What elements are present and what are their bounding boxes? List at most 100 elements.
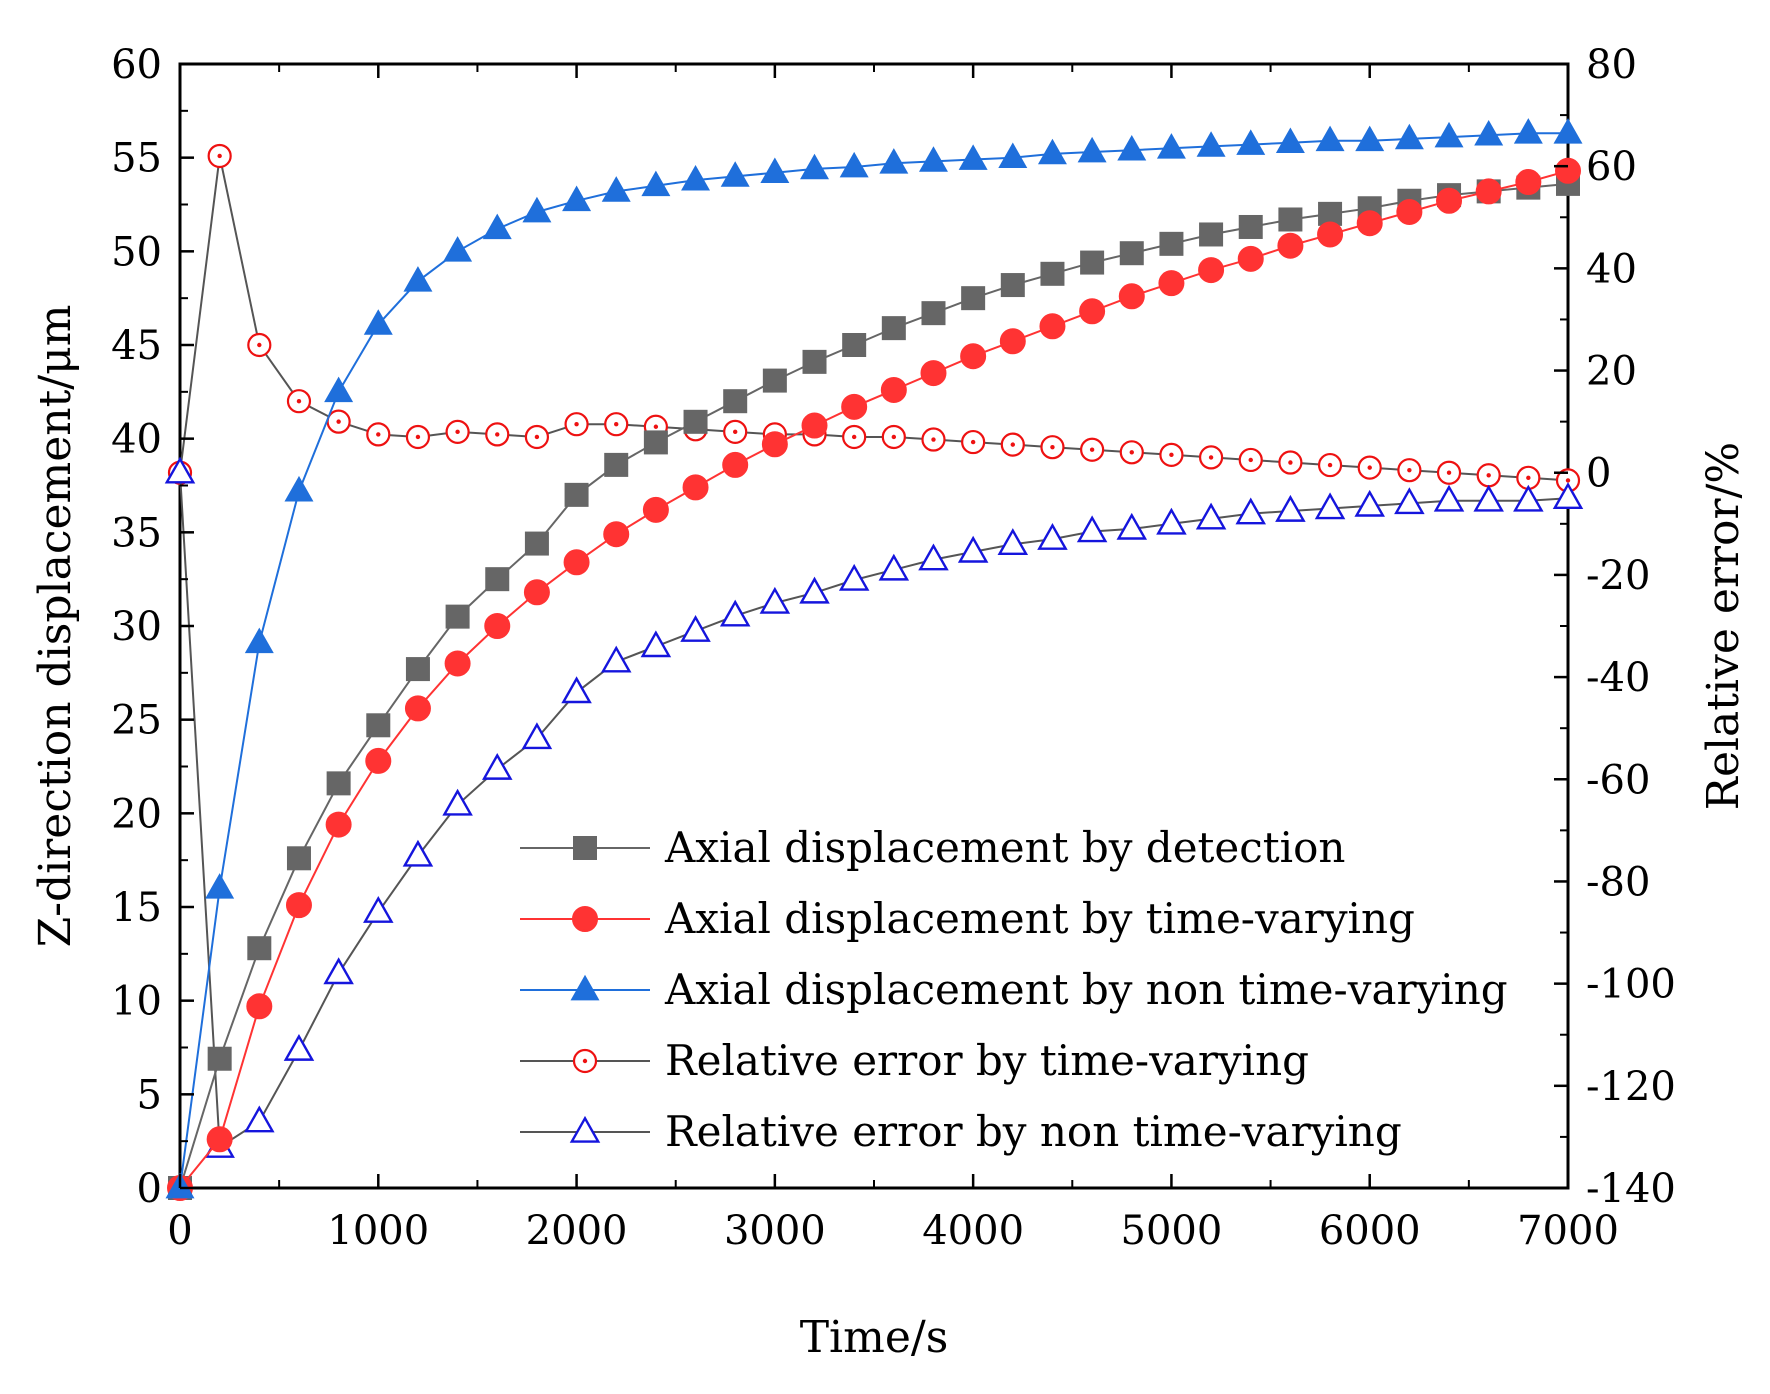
data-point — [802, 349, 827, 374]
data-point — [1275, 494, 1306, 522]
data-point — [402, 839, 434, 867]
x-tick-label: 6000 — [1319, 1208, 1421, 1254]
series-4 — [167, 143, 1581, 493]
data-point — [1235, 497, 1267, 525]
data-point — [878, 553, 910, 581]
plot-border — [178, 62, 1570, 1190]
y-tick-label: 35 — [111, 510, 162, 556]
data-point — [1237, 245, 1264, 272]
data-point — [207, 143, 232, 169]
data-point — [1000, 273, 1025, 298]
data-point — [1436, 460, 1462, 485]
data-point — [640, 630, 672, 658]
x-tick-label: 4000 — [922, 1208, 1024, 1254]
data-point — [879, 148, 909, 174]
data-point — [1040, 435, 1065, 460]
data-point — [1195, 502, 1227, 530]
x-axis-title: Time/s — [800, 1312, 949, 1363]
data-point — [759, 586, 791, 614]
data-point — [285, 892, 312, 919]
data-point — [1119, 440, 1144, 465]
data-point — [1156, 133, 1186, 159]
data-point — [723, 419, 748, 444]
x-tick-label: 3000 — [724, 1208, 826, 1254]
data-point — [523, 579, 550, 606]
data-point — [1278, 207, 1303, 232]
legend-marker — [573, 836, 597, 860]
legend-item: Relative error by non time-varying — [520, 1107, 1402, 1156]
data-point — [326, 409, 351, 434]
data-point — [1513, 484, 1544, 512]
data-point — [247, 936, 272, 961]
x-tick-label: 5000 — [1121, 1208, 1223, 1254]
data-point — [206, 1126, 233, 1153]
data-point — [682, 474, 709, 501]
data-point — [1317, 221, 1344, 248]
data-point — [762, 368, 787, 393]
data-point — [604, 452, 629, 477]
data-point — [366, 422, 391, 447]
data-point — [1278, 450, 1303, 475]
data-point — [1000, 432, 1025, 457]
data-point — [484, 613, 511, 639]
y-tick-label: 60 — [111, 42, 162, 88]
legend-label: Relative error by time-varying — [665, 1036, 1309, 1085]
data-point — [839, 151, 869, 178]
data-point — [244, 627, 274, 654]
data-point — [1315, 125, 1345, 152]
series-5 — [164, 456, 1584, 1158]
x-tick-label: 1000 — [327, 1208, 429, 1254]
data-point — [404, 695, 431, 722]
y-tick-label: 45 — [111, 323, 162, 369]
data-point — [326, 771, 351, 796]
y2-tick-label: 0 — [1586, 451, 1611, 497]
y-tick-label: 50 — [111, 229, 162, 275]
data-point — [680, 614, 711, 642]
plot-frame — [178, 62, 1570, 1190]
data-point — [363, 309, 393, 335]
y2-tick-label: -60 — [1586, 757, 1650, 803]
data-point — [524, 424, 550, 450]
data-point — [960, 343, 987, 370]
data-point — [1474, 119, 1504, 146]
data-point — [1238, 447, 1263, 473]
data-point — [284, 475, 314, 502]
data-point — [286, 389, 312, 414]
y2-tick-label: -40 — [1586, 655, 1650, 701]
data-point — [1552, 482, 1584, 510]
data-point — [841, 393, 868, 420]
y-axis-title: Z-direction displacement/μm — [30, 305, 81, 948]
data-point — [1277, 232, 1304, 259]
legend-label: Axial displacement by non time-varying — [664, 965, 1508, 1014]
data-point — [1080, 250, 1105, 275]
data-point — [761, 431, 788, 458]
data-point — [881, 316, 906, 341]
data-point — [643, 430, 668, 455]
axes: 0 1000 2000 3000 4000 5000 6000 7000 0 5 10 15 20 25 3… — [111, 42, 1676, 1254]
series-2 — [167, 157, 1581, 1201]
data-point — [683, 409, 708, 434]
data-point — [445, 419, 470, 444]
data-point — [958, 144, 988, 170]
data-point — [681, 164, 711, 191]
data-point — [485, 567, 510, 592]
y-tick-label: 40 — [111, 417, 162, 463]
data-point — [442, 788, 473, 816]
series-layer — [164, 118, 1584, 1201]
data-point — [1433, 484, 1465, 512]
data-point — [880, 376, 907, 403]
data-point — [522, 196, 552, 223]
data-point — [999, 328, 1026, 355]
y2-tick-label: -80 — [1586, 859, 1650, 905]
legend-label: Axial displacement by time-varying — [664, 894, 1415, 943]
data-point — [405, 657, 430, 682]
data-point — [918, 146, 948, 172]
data-point — [723, 389, 748, 414]
data-point — [1079, 298, 1106, 325]
data-point — [1394, 487, 1425, 515]
y-tick-label: 10 — [111, 979, 162, 1025]
y-tick-label: 55 — [111, 136, 162, 182]
legend-item: Axial displacement by time-varying — [520, 894, 1415, 943]
data-point — [564, 412, 589, 437]
data-point — [1434, 121, 1464, 148]
